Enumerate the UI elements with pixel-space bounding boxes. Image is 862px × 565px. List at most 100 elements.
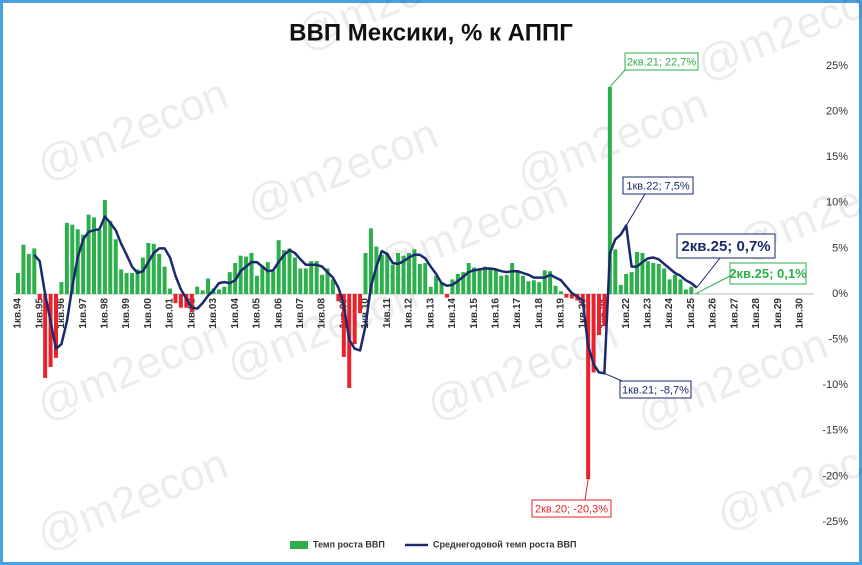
annotation-box: [622, 176, 694, 195]
bar: [244, 256, 249, 294]
y-tick-label: 25%: [826, 60, 848, 72]
chart-title: ВВП Мексики, % к АППГ: [289, 19, 573, 46]
bar: [412, 249, 417, 294]
bar: [32, 248, 37, 294]
bar: [48, 294, 53, 367]
x-tick-label: 1кв.10: [360, 298, 371, 329]
x-tick-label: 1кв.94: [13, 298, 24, 329]
bar: [368, 228, 373, 294]
bar: [113, 239, 118, 294]
bar: [336, 294, 341, 302]
bar: [450, 279, 455, 294]
annotation: 2кв.25; 0,7%: [681, 238, 770, 255]
x-tick-label: 1кв.05: [252, 298, 263, 329]
bar: [466, 262, 471, 294]
bar: [629, 272, 634, 294]
bar: [21, 244, 26, 294]
bar: [602, 294, 607, 326]
y-tick-label: -25%: [822, 516, 848, 528]
bar: [146, 242, 151, 294]
bar: [444, 294, 449, 298]
bar: [624, 273, 629, 294]
bar: [325, 268, 330, 294]
bar: [683, 289, 688, 294]
bar: [423, 262, 428, 294]
x-tick-label: 1кв.27: [729, 298, 740, 329]
bar: [434, 275, 439, 294]
annotation: 1кв.22; 7,5%: [626, 180, 689, 192]
bar: [537, 282, 542, 294]
bar: [97, 230, 102, 294]
x-tick-label: 1кв.18: [534, 298, 545, 329]
bar: [271, 271, 276, 294]
bar: [499, 275, 504, 294]
x-tick-label: 1кв.06: [273, 298, 284, 329]
line: [33, 215, 698, 375]
annotation-leader: [609, 69, 626, 88]
y-tick-label: -5%: [828, 334, 848, 346]
bar: [173, 294, 178, 304]
bar: [613, 249, 618, 294]
x-tick-label: 1кв.14: [447, 298, 458, 329]
bar: [320, 274, 325, 294]
annotation-box: [729, 262, 807, 285]
bar: [37, 294, 42, 300]
bar: [618, 284, 623, 294]
x-tick-label: 1кв.08: [317, 298, 328, 329]
bar: [694, 293, 699, 294]
x-tick-label: 1кв.30: [795, 298, 806, 329]
annotation: 2кв.21; 22,7%: [627, 56, 697, 68]
x-tick-label: 1кв.02: [186, 298, 197, 329]
bar: [396, 252, 401, 294]
bar: [130, 273, 135, 294]
x-tick-label: 1кв.20: [577, 298, 588, 329]
bar: [363, 252, 368, 294]
legend-label: Темп роста ВВП: [313, 539, 385, 549]
bar: [124, 273, 129, 294]
bar: [119, 269, 124, 294]
x-tick-label: 1кв.98: [100, 298, 111, 329]
y-tick-label: 0%: [832, 288, 848, 300]
bar: [548, 271, 553, 294]
bar: [379, 254, 384, 294]
annotation-box: [619, 380, 692, 399]
annotation: 2кв.20; -20,3%: [535, 503, 608, 515]
bar: [656, 263, 661, 294]
bar: [678, 279, 683, 294]
y-tick-label: 10%: [826, 197, 848, 209]
bar: [472, 267, 477, 294]
bar: [406, 252, 411, 294]
x-tick-label: 1кв.13: [425, 298, 436, 329]
x-tick-label: 1кв.17: [512, 298, 523, 329]
bar: [108, 221, 113, 294]
bar: [635, 252, 640, 294]
bar: [341, 294, 346, 357]
x-tick-label: 1кв.11: [382, 298, 393, 329]
bar: [189, 294, 194, 313]
x-tick-label: 1кв.24: [664, 298, 675, 329]
bar: [292, 257, 297, 294]
bar: [488, 269, 493, 294]
bar: [390, 264, 395, 294]
legend-swatch: [290, 541, 308, 549]
bar: [515, 271, 520, 294]
bar: [238, 255, 243, 294]
x-tick-label: 1кв.19: [556, 298, 567, 329]
bar: [92, 217, 97, 294]
x-tick-label: 1кв.97: [78, 298, 89, 329]
bar: [254, 275, 259, 294]
bar: [597, 294, 602, 336]
x-tick-label: 1кв.04: [230, 298, 241, 329]
bar: [428, 286, 433, 294]
x-tick-label: 1кв.26: [708, 298, 719, 329]
x-tick-label: 1кв.15: [469, 298, 480, 329]
x-tick-label: 1кв.07: [295, 298, 306, 329]
x-tick-label: 1кв.95: [34, 298, 45, 329]
bar: [651, 262, 656, 294]
x-tick-label: 1кв.96: [56, 298, 67, 329]
annotation-leader: [696, 257, 721, 288]
bar: [70, 224, 75, 294]
bar: [216, 289, 221, 294]
x-tick-label: 1кв.23: [643, 298, 654, 329]
bar: [200, 290, 205, 294]
